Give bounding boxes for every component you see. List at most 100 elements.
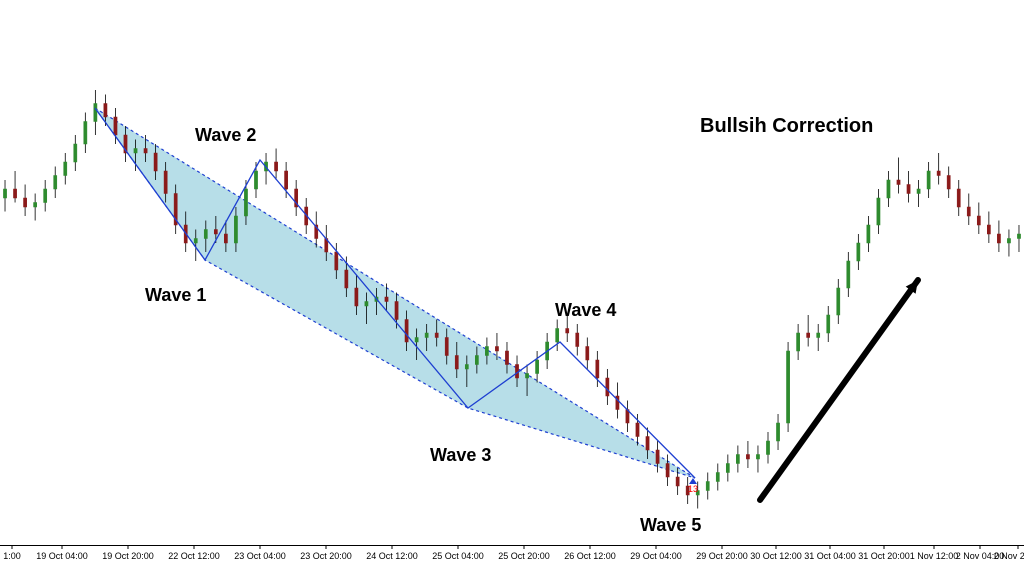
xaxis-label: 23 Oct 04:00 <box>234 551 286 561</box>
candle-body <box>13 189 16 198</box>
candle-body <box>756 455 759 460</box>
candle-body <box>224 234 227 243</box>
xaxis-label: 22 Oct 12:00 <box>168 551 220 561</box>
candle-body <box>335 252 338 270</box>
xaxis-label: 31 Oct 20:00 <box>858 551 910 561</box>
xaxis-label: 19 Oct 04:00 <box>36 551 88 561</box>
candle-body <box>104 104 107 118</box>
candle-body <box>726 464 729 473</box>
candle-body <box>877 198 880 225</box>
candle-body <box>797 333 800 351</box>
candle-body <box>937 171 940 176</box>
xaxis-label: 2 Nov 20:00 <box>994 551 1024 561</box>
xaxis-label: 1 Nov 12:00 <box>910 551 959 561</box>
wave-label-1: Wave 1 <box>145 285 206 306</box>
candle-body <box>134 149 137 154</box>
xaxis-label: 30 Oct 12:00 <box>750 551 802 561</box>
candle-body <box>214 230 217 235</box>
candle-body <box>525 374 528 379</box>
candle-body <box>566 329 569 334</box>
xaxis-label: 26 Oct 12:00 <box>564 551 616 561</box>
candle-body <box>285 171 288 189</box>
wave-label-2: Wave 2 <box>195 125 256 146</box>
candle-body <box>34 203 37 208</box>
candle-body <box>254 171 257 189</box>
candle-body <box>144 149 147 154</box>
candle-body <box>997 234 1000 243</box>
candle-body <box>746 455 749 460</box>
candle-body <box>817 333 820 338</box>
candle-body <box>947 176 950 190</box>
candle-body <box>927 171 930 189</box>
candle-body <box>837 288 840 315</box>
candle-body <box>435 333 438 338</box>
wave-label-5: Wave 5 <box>640 515 701 536</box>
xaxis-label: 29 Oct 04:00 <box>630 551 682 561</box>
candle-body <box>84 122 87 145</box>
candle-body <box>74 144 77 162</box>
candle-body <box>656 450 659 464</box>
candle-body <box>957 189 960 207</box>
candle-body <box>194 239 197 244</box>
candle-body <box>425 333 428 338</box>
candle-body <box>355 288 358 306</box>
xaxis-label: 25 Oct 04:00 <box>432 551 484 561</box>
candle-body <box>706 482 709 491</box>
candle-body <box>536 360 539 374</box>
chart-title: Bullsih Correction <box>700 115 873 138</box>
candle-body <box>596 360 599 378</box>
candle-body <box>676 477 679 486</box>
candle-body <box>54 176 57 190</box>
candle-body <box>505 351 508 365</box>
candle-body <box>44 189 47 203</box>
candle-body <box>646 437 649 451</box>
candle-body <box>204 230 207 239</box>
candle-body <box>827 315 830 333</box>
candle-body <box>475 356 478 365</box>
candle-body <box>586 347 589 361</box>
xaxis-label: 24 Oct 12:00 <box>366 551 418 561</box>
candle-body <box>64 162 67 176</box>
chart-container: 13 Wave 1Wave 2Wave 3Wave 4Wave 5Bullsih… <box>0 0 1024 576</box>
candle-body <box>807 333 810 338</box>
marker-13: 13 <box>688 484 698 494</box>
candle-body <box>405 320 408 343</box>
candle-body <box>395 302 398 320</box>
candle-body <box>967 207 970 216</box>
candle-body <box>897 180 900 185</box>
candle-body <box>987 225 990 234</box>
candle-body <box>786 351 789 423</box>
candle-body <box>415 338 418 343</box>
candle-body <box>164 171 167 194</box>
candle-body <box>385 297 388 302</box>
xaxis-label: 31 Oct 04:00 <box>804 551 856 561</box>
xaxis-label: 23 Oct 20:00 <box>300 551 352 561</box>
xaxis-label: 29 Oct 20:00 <box>696 551 748 561</box>
candle-body <box>3 189 6 198</box>
candle-body <box>736 455 739 464</box>
candle-body <box>606 378 609 396</box>
candle-body <box>24 198 27 207</box>
candle-body <box>485 347 488 356</box>
candle-body <box>766 441 769 455</box>
candle-body <box>917 189 920 194</box>
candle-body <box>887 180 890 198</box>
candle-body <box>716 473 719 482</box>
candle-body <box>274 162 277 171</box>
xaxis-label: 19 Oct 20:00 <box>102 551 154 561</box>
candle-body <box>1007 239 1010 244</box>
candle-body <box>365 302 368 307</box>
candle-body <box>114 117 117 135</box>
candle-body <box>867 225 870 243</box>
candle-body <box>345 270 348 288</box>
candle-body <box>465 365 468 370</box>
candle-body <box>445 338 448 356</box>
candle-body <box>666 464 669 478</box>
candle-body <box>1017 234 1020 239</box>
xaxis-label: 1:00 <box>3 551 21 561</box>
candle-body <box>907 185 910 194</box>
marker-13-tri <box>689 478 697 484</box>
candle-body <box>234 216 237 243</box>
candle-body <box>576 333 579 347</box>
candle-body <box>244 189 247 216</box>
